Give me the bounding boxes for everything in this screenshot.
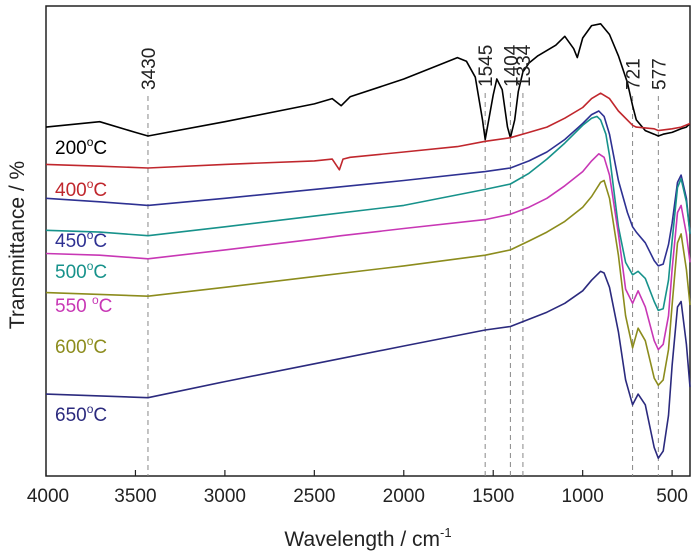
series-line-0 [45, 23, 691, 141]
series-line-5 [45, 179, 691, 386]
peak-label-3430: 3430 [139, 48, 160, 90]
series-label-unit: C [93, 138, 107, 159]
series-label-degree: o [87, 177, 94, 191]
peak-label-577: 577 [649, 58, 670, 90]
series-label-unit: C [99, 296, 113, 317]
x-tick-label-1500: 1500 [472, 486, 514, 507]
series-label-5: 600oC [55, 334, 107, 358]
x-axis-title-sup: -1 [440, 525, 452, 540]
x-tick-label-3500: 3500 [114, 486, 156, 507]
series-label-degree: o [87, 402, 94, 416]
x-tick-label-2000: 2000 [383, 486, 425, 507]
x-tick-label-4000: 4000 [27, 486, 69, 507]
series-label-unit: C [93, 337, 107, 358]
series-line-4 [45, 153, 691, 351]
y-axis-title: Transmittance / % [6, 161, 29, 329]
series-label-main: 600 [55, 337, 87, 358]
series-label-main: 500 [55, 262, 87, 283]
series-label-6: 650oC [55, 402, 107, 426]
x-axis-title: Wavelength / cm-1 [284, 525, 451, 551]
series-lines [45, 23, 691, 459]
series-label-1: 400oC [55, 177, 107, 201]
series-label-4: 550 oC [55, 293, 112, 317]
peak-label-1334: 1334 [514, 44, 535, 87]
plot-frame [45, 5, 691, 477]
series-label-degree: o [87, 228, 94, 242]
series-label-unit: C [93, 180, 107, 201]
series-label-degree: o [87, 334, 94, 348]
x-axis-ticks: 4000 3500 3000 2500 2000 1500 1000 500 [27, 470, 688, 507]
peak-label-1404: 1404 [501, 44, 522, 87]
series-label-unit: C [93, 262, 107, 283]
series-label-3: 500oC [55, 259, 107, 283]
x-tick-label-3000: 3000 [204, 486, 246, 507]
series-line-3 [45, 115, 691, 312]
x-tick-label-1000: 1000 [562, 486, 604, 507]
x-tick-label-500: 500 [656, 486, 688, 507]
series-label-unit: C [93, 405, 107, 426]
peak-label-1545: 1545 [476, 45, 497, 87]
series-label-main: 400 [55, 180, 87, 201]
reference-lines [147, 93, 659, 476]
x-tick-label-2500: 2500 [293, 486, 335, 507]
series-line-6 [45, 270, 691, 459]
series-line-2 [45, 110, 691, 267]
series-label-degree: o [92, 293, 99, 307]
series-label-main: 200 [55, 138, 87, 159]
series-label-0: 200oC [55, 135, 107, 159]
x-axis-title-main: Wavelength / cm [284, 528, 440, 551]
series-line-1 [45, 92, 691, 171]
peak-label-721: 721 [624, 58, 645, 90]
series-label-degree: o [87, 259, 94, 273]
series-label-2: 450oC [55, 228, 107, 252]
series-label-main: 550 [55, 296, 92, 317]
series-label-main: 450 [55, 231, 87, 252]
series-label-unit: C [93, 231, 107, 252]
series-label-main: 650 [55, 405, 87, 426]
series-label-degree: o [87, 135, 94, 149]
